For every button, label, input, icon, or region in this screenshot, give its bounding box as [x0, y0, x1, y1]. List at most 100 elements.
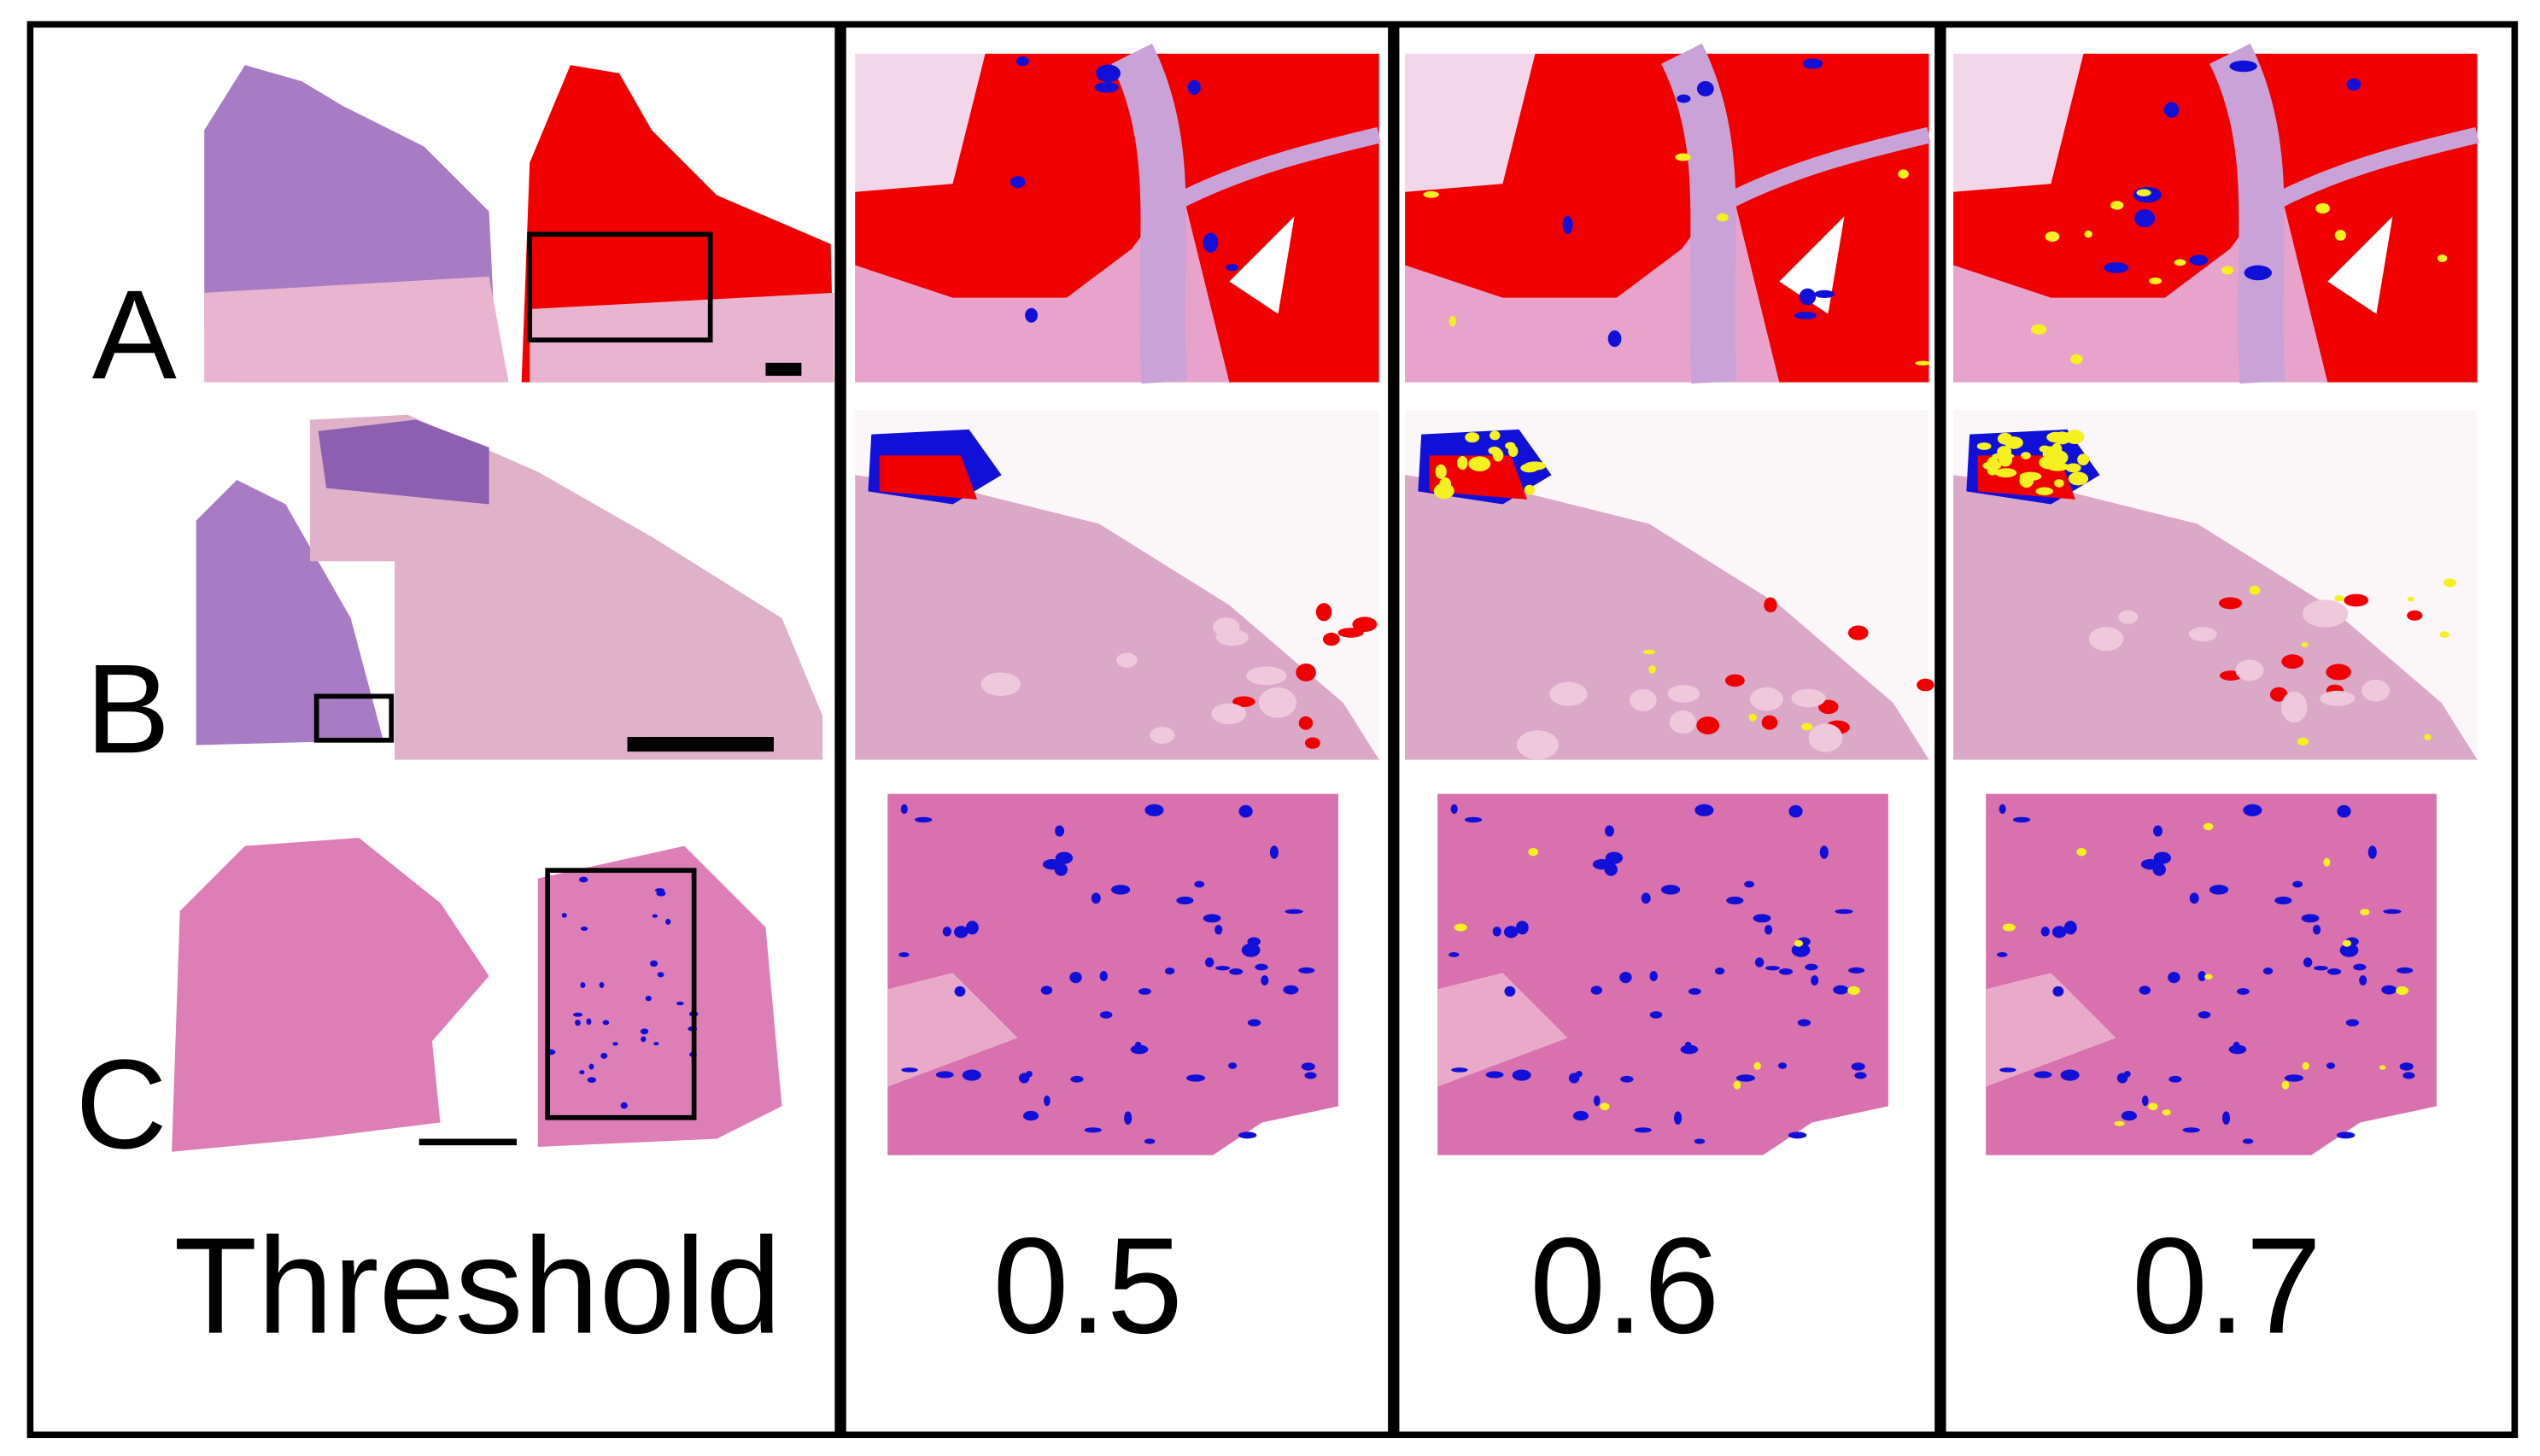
blue-region	[2139, 985, 2151, 995]
blue-region	[1247, 1019, 1261, 1026]
blue-region	[1111, 885, 1131, 895]
blue-region	[1449, 952, 1460, 957]
blue-region	[2383, 909, 2402, 915]
lumen	[980, 672, 1021, 696]
blue-region	[1451, 1067, 1468, 1073]
yellow-region	[1675, 153, 1691, 161]
yellow-region	[2030, 324, 2047, 335]
stroma	[2274, 126, 2479, 208]
blue-region	[1788, 1131, 1807, 1139]
blue-region	[572, 1012, 583, 1017]
blue-region	[1765, 965, 1780, 971]
yellow-region	[1997, 446, 2012, 458]
blue-region	[1660, 885, 1681, 895]
tissue	[310, 414, 823, 760]
blue-region	[1694, 804, 1714, 816]
tissue	[172, 838, 489, 1152]
yellow-region	[2065, 463, 2081, 473]
blue-region	[2274, 896, 2292, 905]
yellow-region	[1753, 1061, 1761, 1070]
blue-region	[1099, 970, 1109, 982]
blue-region	[602, 1020, 610, 1026]
yellow-region	[2019, 473, 2034, 488]
yellow-region	[2065, 430, 2085, 444]
column-label: 0.5	[992, 1209, 1182, 1362]
stroma	[1111, 43, 1187, 384]
blue-region	[1797, 1019, 1811, 1026]
column-label: 0.6	[1530, 1209, 1719, 1362]
blue-region	[2052, 985, 2064, 997]
blue-region	[1680, 1044, 1699, 1055]
stroma	[1176, 126, 1381, 208]
yellow-region	[1454, 923, 1467, 932]
tissue	[1953, 475, 2478, 760]
yellow-region	[2203, 822, 2214, 831]
red-region	[2269, 687, 2288, 702]
yellow-region	[1488, 447, 1501, 455]
blue-region	[2153, 851, 2172, 864]
yellow-region	[2110, 201, 2124, 210]
blue-region	[1778, 1062, 1788, 1069]
blue-region	[1811, 975, 1819, 985]
yellow-region	[1642, 649, 1656, 655]
blue-region	[2209, 885, 2229, 895]
yellow-region	[2281, 1080, 2290, 1090]
blue-region	[2244, 265, 2272, 281]
yellow-region	[2114, 1120, 2125, 1126]
red-region	[1322, 632, 1340, 646]
yellow-region	[2002, 923, 2016, 932]
blue-region	[1144, 804, 1164, 816]
lumen	[1116, 652, 1138, 668]
yellow-region	[1524, 484, 1536, 495]
blue-region	[1788, 804, 1803, 818]
blue-region	[1512, 1069, 1531, 1081]
blue-region	[1485, 1071, 1504, 1079]
blue-region	[1130, 1044, 1149, 1055]
yellow-region	[2045, 231, 2060, 243]
blue-region	[1187, 79, 1201, 96]
blue-region	[935, 1071, 954, 1079]
blue-region	[1144, 1138, 1156, 1144]
inset-box	[313, 693, 395, 743]
blue-region	[652, 914, 658, 918]
tissue	[1986, 973, 2116, 1087]
blue-region	[2326, 1062, 2336, 1069]
lumen	[1791, 688, 1826, 708]
yellow-region	[2021, 452, 2031, 459]
blue-region	[2034, 1071, 2052, 1079]
yellow-region	[2046, 431, 2065, 443]
red-region	[1298, 716, 1314, 730]
blue-region	[1504, 985, 1516, 997]
blue-region	[578, 876, 588, 883]
yellow-region	[2035, 487, 2053, 496]
blue-region	[1285, 909, 1303, 915]
yellow-region	[1717, 213, 1729, 222]
yellow-region	[2162, 1109, 2171, 1116]
blue-region	[1753, 914, 1771, 923]
blue-region	[2051, 926, 2067, 939]
red-region	[2218, 597, 2243, 610]
blue-region	[1099, 1011, 1113, 1019]
blue-region	[1754, 957, 1765, 968]
blue-region	[561, 913, 567, 918]
yellow-region	[1733, 1080, 1741, 1090]
blue-region	[954, 985, 966, 997]
blue-region	[1238, 1131, 1257, 1139]
yellow-region	[2148, 1102, 2158, 1111]
blue-region	[2243, 804, 2262, 816]
blue-region	[2140, 858, 2160, 870]
yellow-region	[2342, 939, 2352, 947]
yellow-region	[1468, 456, 1491, 472]
blue-region	[1084, 1127, 1103, 1133]
blue-region	[1205, 957, 1214, 968]
blue-region	[653, 1042, 659, 1046]
yellow-region	[2302, 1061, 2309, 1070]
yellow-region	[2334, 230, 2347, 241]
blue-region	[2313, 965, 2328, 971]
blue-region	[1464, 816, 1483, 823]
yellow-region	[2204, 974, 2213, 979]
blue-region	[2284, 1074, 2303, 1082]
blue-region	[1503, 926, 1519, 939]
